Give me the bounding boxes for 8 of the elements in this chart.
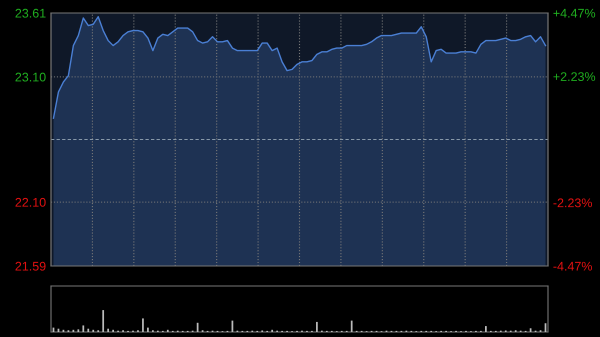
y-tick-label: 21.59 bbox=[15, 262, 46, 271]
y2-tick-label: -4.47% bbox=[553, 262, 592, 271]
y2-tick-label: -2.23% bbox=[553, 198, 592, 208]
y-tick-label: 22.10 bbox=[15, 198, 46, 207]
y2-tick-label: +4.47% bbox=[553, 8, 596, 18]
y-tick-label: 23.10 bbox=[15, 72, 46, 82]
y2-tick-label: +2.23% bbox=[553, 72, 596, 82]
y-tick-label: 23.61 bbox=[15, 8, 46, 18]
